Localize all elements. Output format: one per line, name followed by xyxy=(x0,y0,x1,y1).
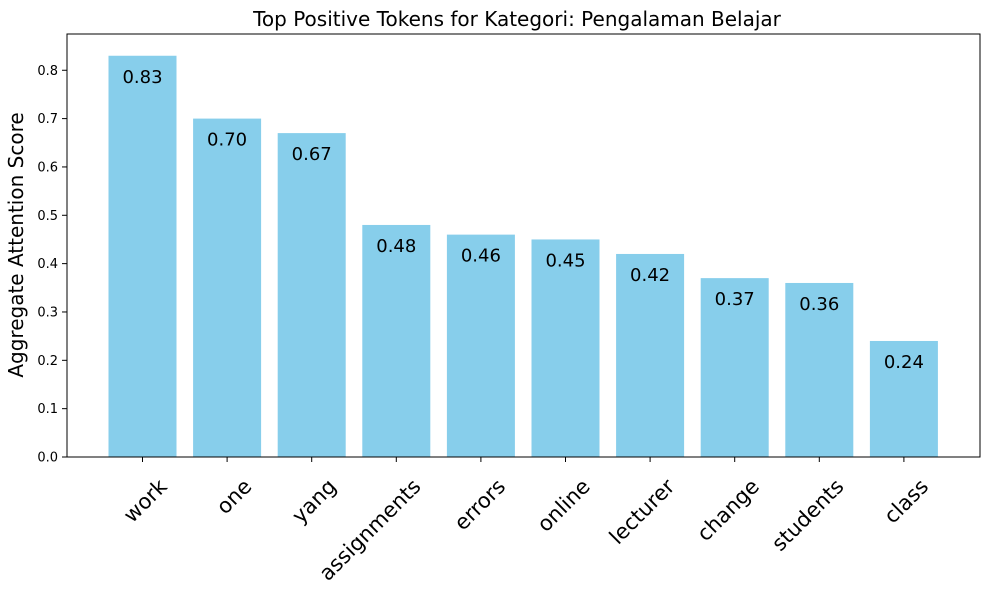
x-tick-label: work xyxy=(119,474,172,527)
bar-errors xyxy=(446,234,515,457)
x-tick-label: yang xyxy=(287,474,341,528)
y-tick-label: 0.4 xyxy=(37,257,58,272)
bar-value-label: 0.70 xyxy=(207,130,247,151)
bar-value-label: 0.46 xyxy=(461,246,501,267)
bar-labels-group: 0.83 0.70 0.67 0.48 0.46 0.45 0.42 0.37 0.36 0.24 xyxy=(122,67,923,373)
x-tick-label: class xyxy=(879,474,933,528)
bar-value-label: 0.45 xyxy=(545,250,585,271)
y-axis-ticks: 0.0 0.1 0.2 0.3 0.4 0.5 0.6 0.7 0.8 xyxy=(37,64,67,466)
bar-lecturer xyxy=(616,253,685,457)
bar-students xyxy=(785,282,854,457)
x-tick-label: one xyxy=(212,474,257,519)
bar-value-label: 0.42 xyxy=(630,265,670,286)
x-tick-label: students xyxy=(767,474,848,555)
plot-area-frame xyxy=(66,33,981,458)
y-tick-label: 0.6 xyxy=(37,160,58,175)
bar-yang xyxy=(277,133,346,458)
bar-value-label: 0.24 xyxy=(884,352,924,373)
bar-one xyxy=(193,118,262,457)
y-tick-label: 0.0 xyxy=(37,451,58,466)
bar-online xyxy=(531,239,600,457)
y-tick-label: 0.5 xyxy=(37,209,58,224)
y-tick-label: 0.1 xyxy=(37,402,58,417)
chart-title: Top Positive Tokens for Kategori: Pengal… xyxy=(252,7,782,31)
y-tick-label: 0.3 xyxy=(37,305,58,320)
y-tick-label: 0.8 xyxy=(37,64,58,79)
x-tick-label: errors xyxy=(450,474,511,535)
bar-assignments xyxy=(362,224,431,457)
bar-value-label: 0.67 xyxy=(292,144,332,165)
x-tick-label: change xyxy=(692,474,764,546)
bar-change xyxy=(700,278,769,457)
bar-value-label: 0.48 xyxy=(376,236,416,257)
y-tick-label: 0.2 xyxy=(37,354,58,369)
y-axis-label: Aggregate Attention Score xyxy=(4,112,28,377)
bar-work xyxy=(108,55,177,458)
bar-class xyxy=(869,340,938,457)
bars-group xyxy=(108,55,938,458)
x-tick-label: online xyxy=(533,474,595,536)
bar-value-label: 0.37 xyxy=(715,289,755,310)
y-tick-label: 0.7 xyxy=(37,112,58,127)
x-tick-label: lecturer xyxy=(605,474,680,549)
bar-value-label: 0.83 xyxy=(122,67,162,88)
bar-value-label: 0.36 xyxy=(799,294,839,315)
